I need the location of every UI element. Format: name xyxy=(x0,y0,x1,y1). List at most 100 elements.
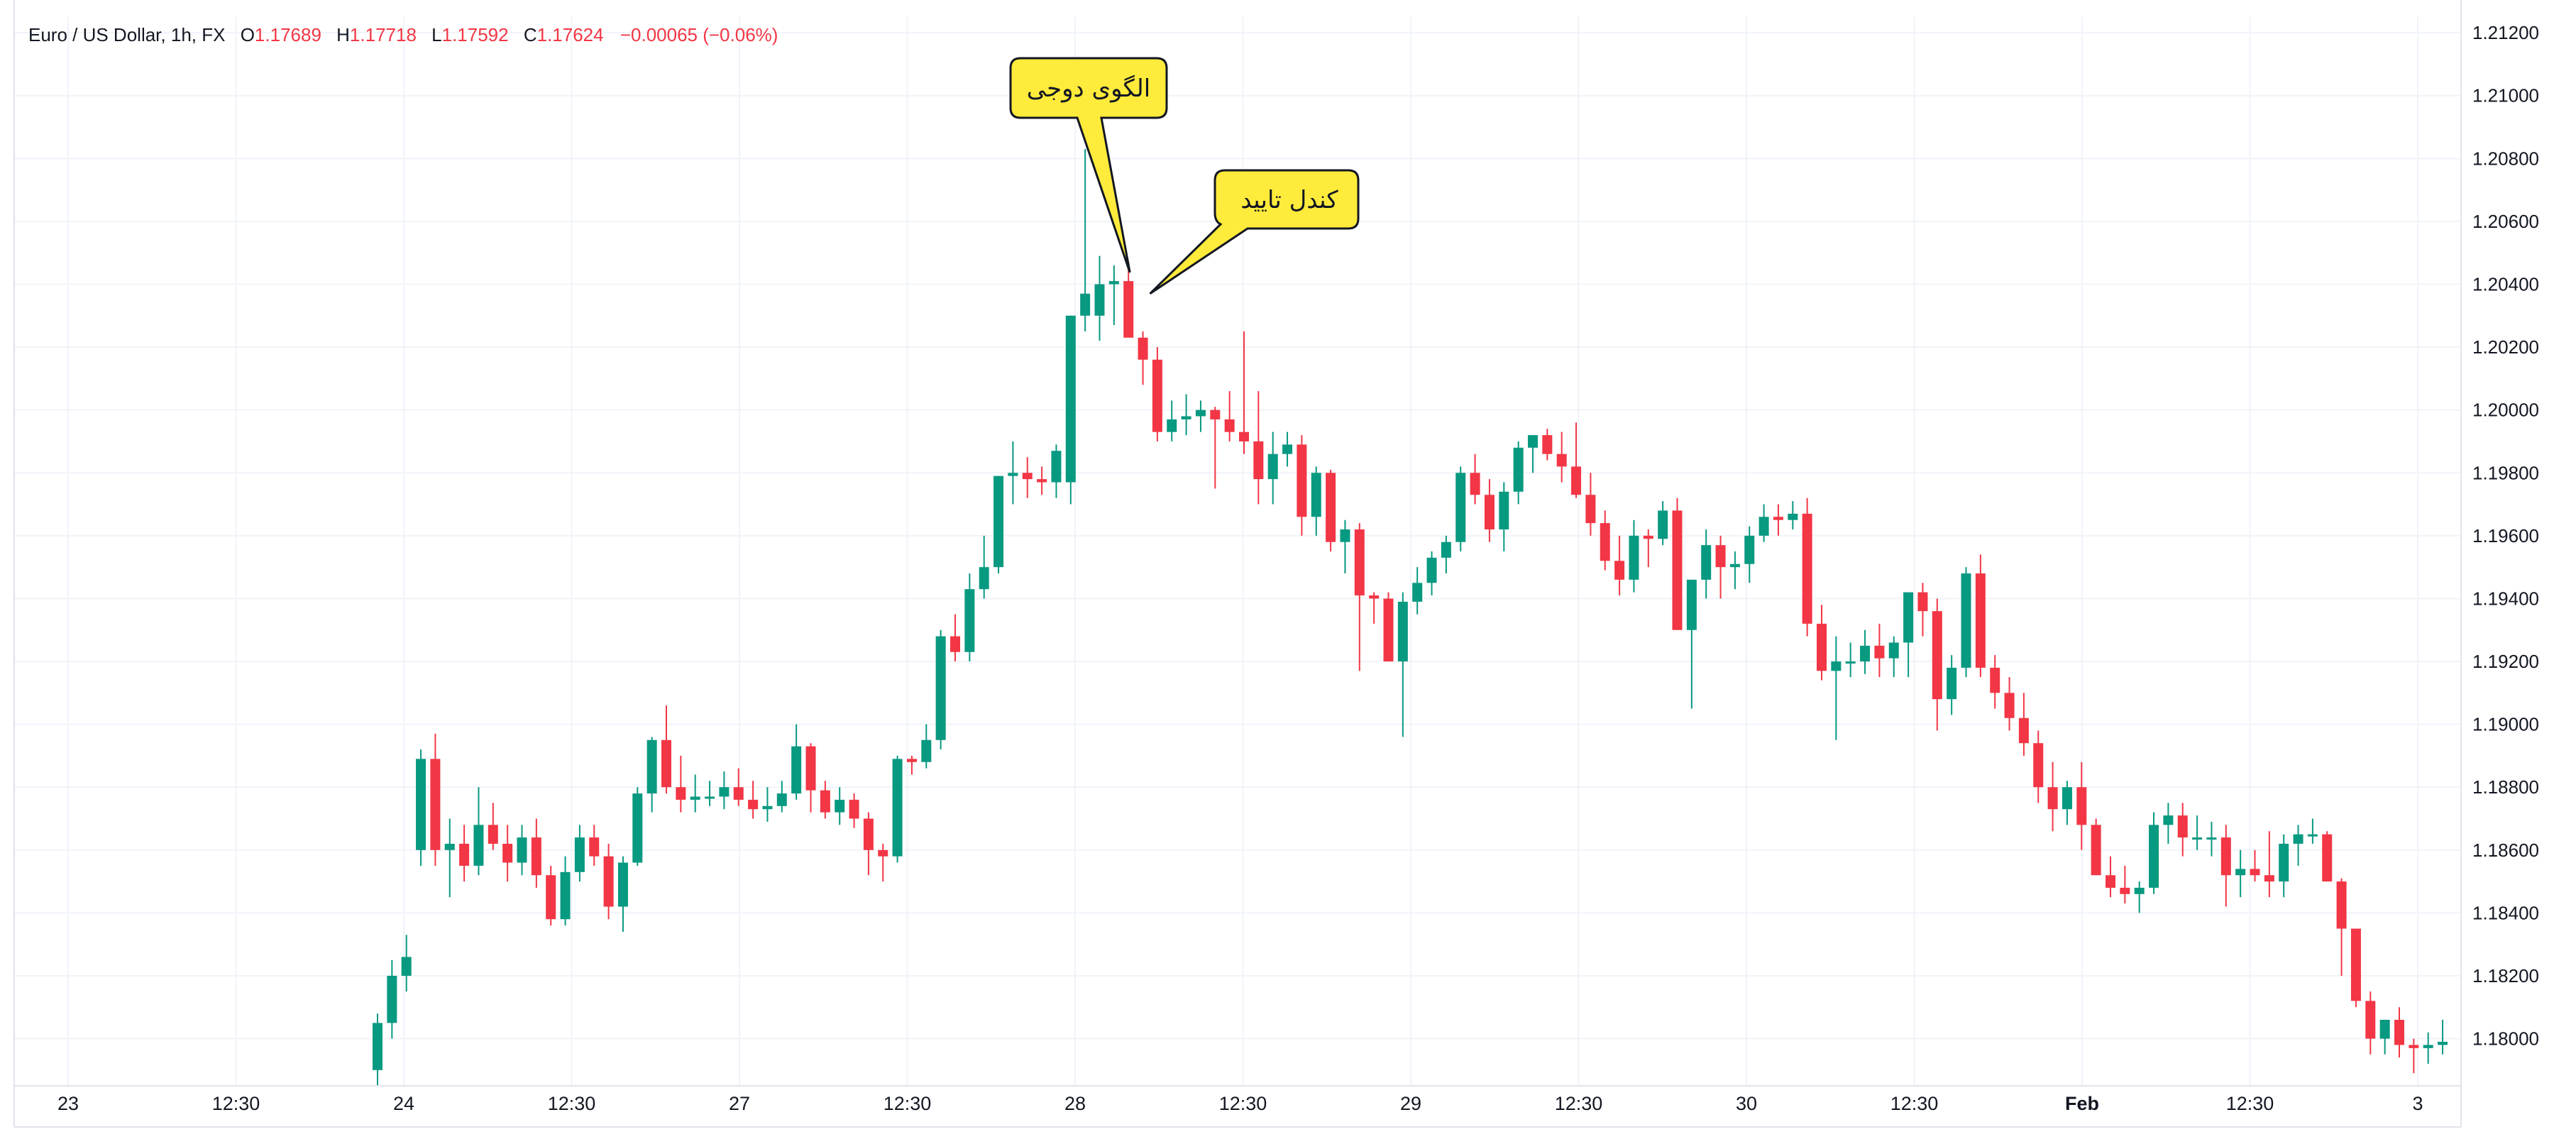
callouts: الگوی دوجی کندل تایید xyxy=(1009,57,1360,295)
candle-body xyxy=(748,799,759,810)
candle-body xyxy=(2365,1001,2376,1039)
candle xyxy=(1874,623,1885,678)
candle xyxy=(617,856,628,932)
y-tick-label: 1.21200 xyxy=(2472,22,2539,43)
candle-body xyxy=(1008,473,1018,476)
candle-body xyxy=(2394,1019,2404,1045)
candle-body xyxy=(1975,573,1986,668)
candle xyxy=(979,535,989,599)
candle-body xyxy=(2235,869,2246,876)
candle xyxy=(1441,535,1451,574)
candle-body xyxy=(1267,453,1278,480)
candle xyxy=(632,787,643,866)
candle-body xyxy=(2307,834,2318,837)
candle xyxy=(1817,605,1827,681)
candle-body xyxy=(632,793,643,863)
candle xyxy=(430,733,441,866)
candle-body xyxy=(589,837,600,857)
candle-body xyxy=(1426,557,1437,583)
candle-body xyxy=(1340,529,1350,542)
x-tick-label: 27 xyxy=(729,1093,750,1114)
axes: 1.21200 1.21000 1.20800 1.20600 1.20400 1.202… xyxy=(13,0,2539,1128)
candle-body xyxy=(1167,419,1177,432)
candle xyxy=(502,825,513,882)
candle xyxy=(2206,821,2217,857)
x-tick-label: 12:30 xyxy=(1555,1093,1603,1114)
candle-body xyxy=(2033,743,2044,788)
candle xyxy=(748,781,759,819)
candle xyxy=(2394,1007,2404,1058)
candle xyxy=(820,781,830,819)
candle-body xyxy=(1585,495,1596,524)
candle xyxy=(661,705,671,794)
candle xyxy=(1542,429,1553,461)
candle-body xyxy=(1860,645,1871,662)
candle xyxy=(473,787,484,876)
candle-body xyxy=(1369,595,1380,599)
candle xyxy=(1513,441,1524,505)
y-tick-label: 1.18000 xyxy=(2472,1028,2539,1050)
candle xyxy=(1470,453,1480,505)
candle xyxy=(2264,831,2274,898)
candle xyxy=(1672,497,1683,630)
candle xyxy=(1282,431,1293,467)
candle xyxy=(401,935,412,992)
candle-body xyxy=(1470,473,1480,495)
candle xyxy=(1845,642,1856,678)
candle-body xyxy=(1802,513,1812,624)
candle xyxy=(906,755,917,775)
candle xyxy=(1484,479,1495,542)
candle xyxy=(589,825,600,866)
candle-body xyxy=(546,875,556,920)
candle-body xyxy=(517,837,527,863)
candle-body xyxy=(676,787,686,800)
candle-body xyxy=(1253,441,1264,480)
candle xyxy=(373,1013,382,1086)
candle xyxy=(646,737,657,813)
candle xyxy=(2033,730,2044,803)
candle-body xyxy=(2264,875,2274,882)
callout-doji-text: الگوی دوجی xyxy=(1027,75,1150,103)
y-tick-label: 1.20400 xyxy=(2472,274,2539,295)
candle xyxy=(1297,435,1307,536)
y-tick-label: 1.20200 xyxy=(2472,336,2539,358)
candle xyxy=(878,843,888,882)
candle xyxy=(1715,535,1726,599)
candle-body xyxy=(1686,579,1697,630)
candle-body xyxy=(1729,563,1740,568)
candle xyxy=(935,629,946,750)
candle xyxy=(416,749,426,866)
candle xyxy=(1224,391,1235,441)
candle-body xyxy=(1412,583,1423,602)
candle xyxy=(1369,592,1380,624)
candle xyxy=(574,825,585,882)
candle-body xyxy=(1181,416,1191,419)
y-tick-label: 1.20000 xyxy=(2472,400,2539,421)
y-tick-label: 1.18800 xyxy=(2472,776,2539,798)
candle xyxy=(1788,501,1798,529)
candle xyxy=(1340,519,1350,574)
candle xyxy=(1239,331,1249,454)
candle xyxy=(849,793,859,828)
candle-body xyxy=(1542,435,1553,454)
y-tick-label: 1.18400 xyxy=(2472,902,2539,923)
candle-body xyxy=(1556,453,1567,467)
candle-body xyxy=(1354,529,1365,596)
candle-body xyxy=(1917,592,1928,612)
candle-body xyxy=(719,787,730,797)
candle-body xyxy=(1874,645,1885,659)
candle-body xyxy=(661,739,671,788)
candle-body xyxy=(2423,1045,2433,1048)
candle-body xyxy=(921,739,932,762)
candle-body xyxy=(1672,510,1683,630)
candle-body xyxy=(2062,787,2072,810)
candle xyxy=(1658,501,1668,546)
candle-body xyxy=(1065,315,1076,483)
candle-body xyxy=(1600,523,1610,561)
candle-body xyxy=(1383,598,1394,662)
candle-body xyxy=(2134,887,2145,894)
candle-body xyxy=(1932,611,1942,700)
candle xyxy=(560,856,571,926)
